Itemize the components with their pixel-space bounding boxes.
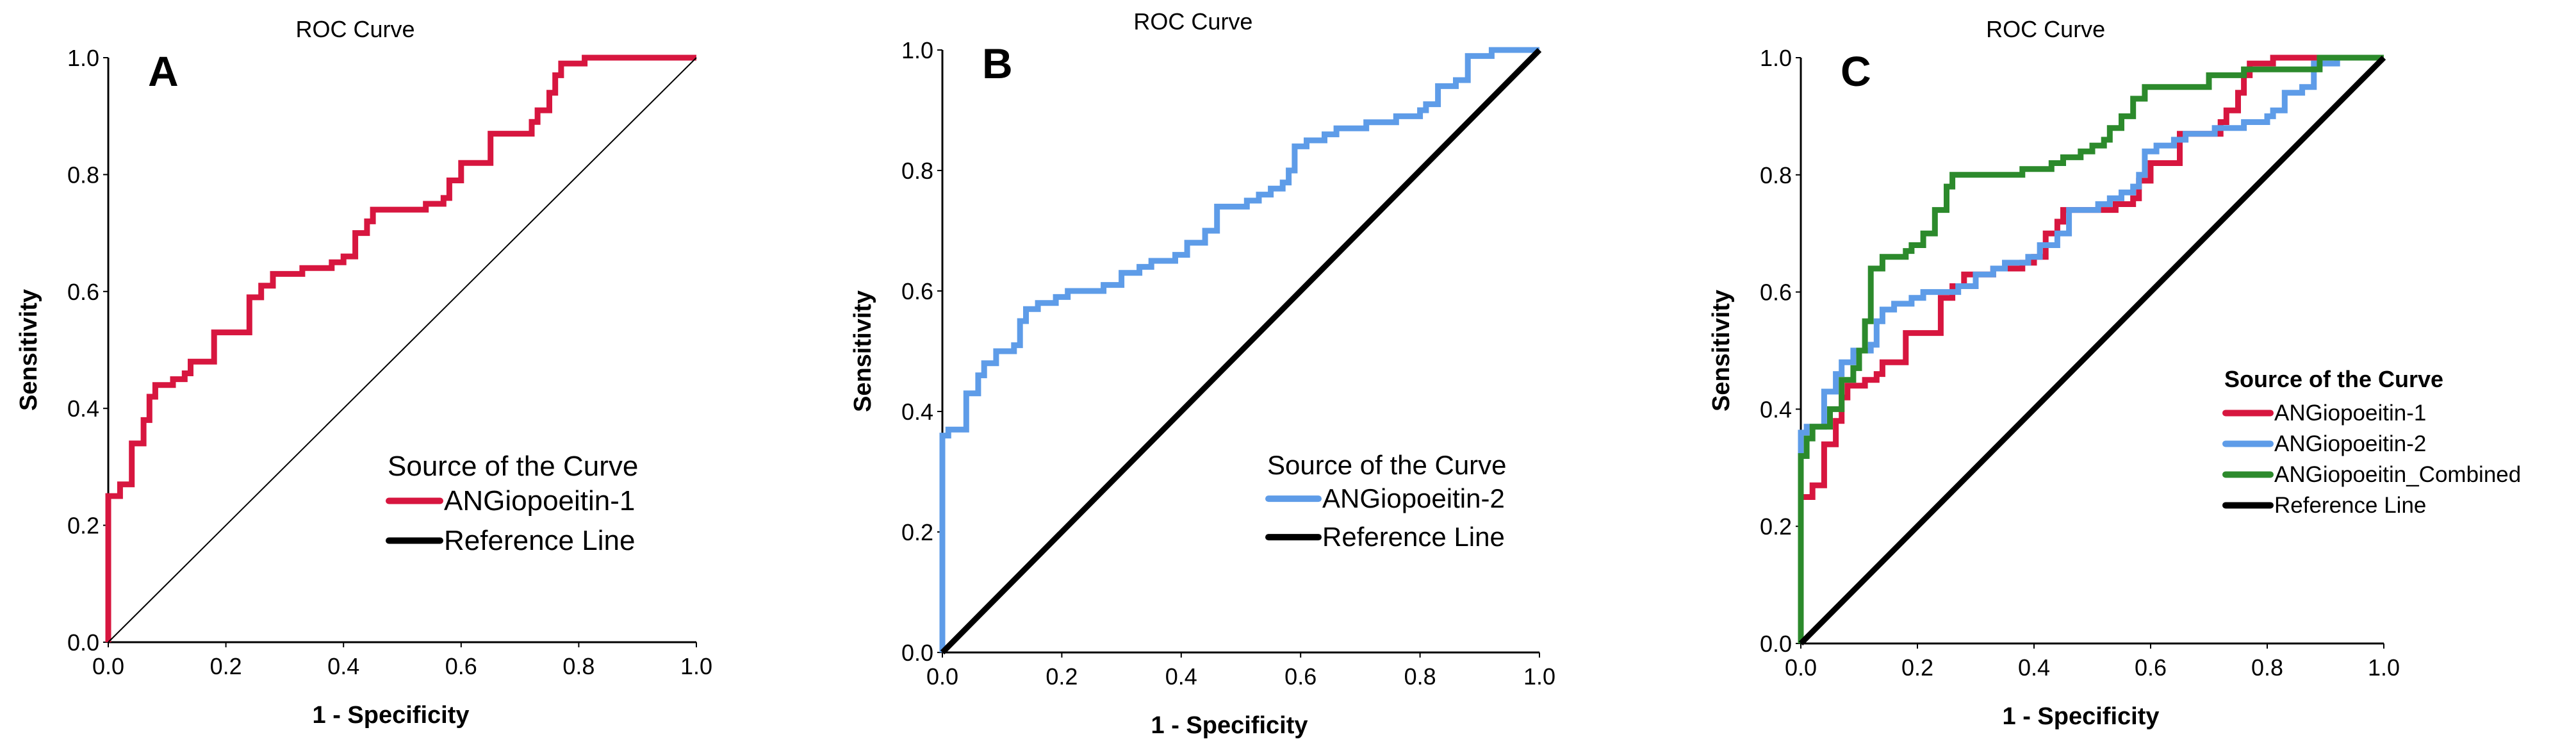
y-tick-label: 0.4 (1760, 396, 1792, 422)
roc-line-reference-line (1798, 55, 2386, 646)
y-tick-label: 0.2 (67, 513, 99, 539)
chart-panel-c: ROC Curve C 0.0 0.2 0.4 0.6 0.8 1.0 0.0 0.2 0.4 0.6… (1708, 16, 2521, 730)
y-tick-label: 0.2 (901, 519, 933, 545)
y-tick-label: 0.8 (901, 158, 933, 184)
x-tick-label: 0.0 (926, 663, 958, 690)
y-tick-label: 0.6 (901, 278, 933, 304)
legend-entry-angiopoeitin-2: ANGiopoeitin-2 (2274, 431, 2426, 456)
y-tick-label: 0.6 (1760, 279, 1792, 306)
legend-title: Source of the Curve (1267, 450, 1507, 480)
legend-entry-angiopoeitin-2: ANGiopoeitin-2 (1322, 483, 1505, 513)
x-tick-label: 0.6 (445, 653, 477, 679)
roc-line-angiopoeitin-combined (1798, 54, 2384, 643)
roc-line-reference-line (108, 57, 697, 643)
x-tick-label: 0.2 (1901, 654, 1933, 681)
x-tick-label: 0.6 (2135, 654, 2167, 681)
y-tick-label: 1.0 (1760, 45, 1792, 71)
roc-line-angiopoeitin-1 (1798, 54, 2384, 643)
legend-entry-angiopoeitin-1: ANGiopoeitin-1 (2274, 401, 2426, 426)
x-axis-label: 1 - Specificity (1151, 712, 1308, 739)
x-axis-label: 1 - Specificity (2003, 703, 2160, 730)
y-tick-label: 1.0 (67, 45, 99, 71)
y-tick-label: 1.0 (901, 37, 933, 63)
x-tick-label: 1.0 (680, 653, 712, 679)
x-tick-label: 0.8 (2251, 654, 2283, 681)
roc-line-reference-line (940, 47, 1542, 655)
y-tick-label: 0.8 (67, 162, 99, 188)
x-tick-label: 1.0 (1523, 663, 1555, 690)
x-tick-label: 0.4 (1165, 663, 1197, 690)
x-tick-label: 0.0 (1785, 654, 1817, 681)
roc-line-angiopoeitin-1 (105, 54, 696, 642)
legend-title: Source of the Curve (2224, 366, 2443, 392)
x-tick-label: 0.0 (92, 653, 124, 679)
panel-label: C (1841, 47, 1871, 95)
x-tick-label: 0.8 (1404, 663, 1436, 690)
legend: Source of the Curve ANGiopoeitin-1 ANGiopo… (2222, 366, 2521, 518)
legend-entry-reference-line: Reference Line (2274, 493, 2426, 518)
legend-entry-reference-line: Reference Line (444, 525, 635, 556)
y-axis-label: Sensitivity (849, 290, 876, 412)
x-tick-label: 0.6 (1284, 663, 1317, 690)
panel-label: A (148, 47, 179, 95)
roc-line-angiopoeitin-2 (1798, 54, 2384, 643)
chart-title: ROC Curve (1133, 8, 1252, 35)
y-axis-label: Sensitivity (1708, 290, 1735, 411)
x-tick-label: 0.2 (1046, 663, 1078, 690)
x-tick-label: 0.2 (210, 653, 242, 679)
legend-title: Source of the Curve (388, 451, 638, 482)
panel-label: B (982, 40, 1013, 87)
legend-entry-angiopoeitin-combined: ANGiopoeitin_Combined (2274, 462, 2521, 487)
chart-title: ROC Curve (296, 16, 415, 42)
legend-entry-angiopoeitin-1: ANGiopoeitin-1 (444, 485, 635, 517)
chart-panel-b: ROC Curve B 0.0 0.2 0.4 0.6 0.8 1.0 0.0 0.2 0.4 0.6… (849, 8, 1555, 739)
y-tick-label: 0.0 (901, 640, 933, 666)
y-tick-label: 0.0 (67, 629, 99, 656)
legend-entry-reference-line: Reference Line (1322, 522, 1505, 552)
y-tick-label: 0.6 (67, 279, 99, 305)
x-axis-label: 1 - Specificity (313, 702, 470, 729)
y-tick-label: 0.4 (901, 399, 933, 425)
x-tick-label: 1.0 (2368, 654, 2400, 681)
y-axis-label: Sensitivity (15, 289, 42, 411)
y-tick-label: 0.0 (1760, 631, 1792, 657)
chart-title: ROC Curve (1986, 16, 2105, 42)
chart-panel-a: ROC Curve A 0.0 0.2 0.4 0.6 0.8 1.0 0.0 0.2 0.4 0.6… (15, 16, 712, 729)
y-tick-label: 0.2 (1760, 513, 1792, 540)
y-tick-label: 0.8 (1760, 162, 1792, 188)
roc-line-angiopoeitin-2 (939, 47, 1539, 652)
x-tick-label: 0.4 (327, 653, 359, 679)
x-tick-label: 0.4 (2018, 654, 2050, 681)
y-tick-label: 0.4 (67, 395, 99, 422)
x-tick-label: 0.8 (562, 653, 595, 679)
